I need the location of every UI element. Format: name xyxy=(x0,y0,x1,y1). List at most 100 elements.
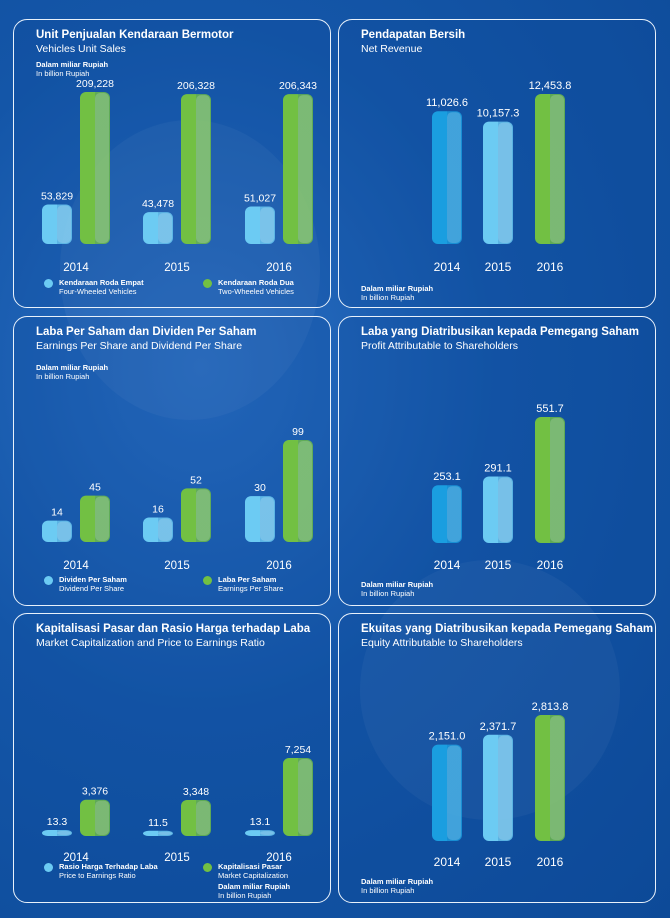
unit-note-id: Dalam miliar Rupiah xyxy=(361,877,434,886)
bar-2015-highlight xyxy=(498,735,512,840)
unit-note-id: Dalam miliar Rupiah xyxy=(361,580,434,589)
vehicle-sales-chart: 53,829 43,478 51,027 209,228 206,328 206,343 2… xyxy=(41,78,317,274)
bar-Kapitalisasi Pasar-2015-highlight xyxy=(196,801,210,835)
data-label: 99 xyxy=(292,426,304,438)
panel-subtitle: Earnings Per Share and Dividend Per Shar… xyxy=(36,340,243,352)
bar-Kendaraan Roda Dua-2014-highlight xyxy=(95,93,109,243)
data-label: 52 xyxy=(190,474,202,486)
tick-label: 2014 xyxy=(434,558,461,572)
bar-Kendaraan Roda Empat-2015-highlight xyxy=(158,213,172,243)
panel-title: Unit Penjualan Kendaraan Bermotor xyxy=(36,29,234,41)
bar-Kendaraan Roda Empat-2015 xyxy=(143,212,173,244)
tick-label: 2016 xyxy=(266,852,292,864)
bar-Rasio Harga Terhadap Laba-2014 xyxy=(42,830,72,836)
unit-note: Dalam miliar Rupiah In billion Rupiah xyxy=(218,882,290,900)
panel-eps-dps: Laba Per Saham dan Dividen Per Saham Ear… xyxy=(13,316,331,606)
tick-label: 2016 xyxy=(537,260,564,274)
legend-label-en: Earnings Per Share xyxy=(218,584,284,593)
bar-2016 xyxy=(535,94,565,244)
bar-2016-highlight xyxy=(550,95,564,243)
tick-label: 2016 xyxy=(537,855,564,869)
data-label: 13.3 xyxy=(47,816,68,828)
data-label: 11,026.6 xyxy=(426,97,468,109)
panel-profit-attributable: Laba yang Diatribusikan kepada Pemegang … xyxy=(338,316,656,606)
bar-2014-highlight xyxy=(447,745,461,840)
bar-2014 xyxy=(432,485,462,543)
bar-Rasio Harga Terhadap Laba-2014-highlight xyxy=(57,831,71,835)
bar-Kendaraan Roda Dua-2016-highlight xyxy=(298,95,312,244)
data-label: 10,157.3 xyxy=(477,108,520,120)
tick-label: 2016 xyxy=(266,262,292,274)
data-label: 11.5 xyxy=(148,817,168,829)
eps-dps-chart: 14 16 30 45 52 99 2014 2015 2016 xyxy=(42,426,313,572)
bar-Rasio Harga Terhadap Laba-2016-highlight xyxy=(260,831,274,835)
data-label: 3,376 xyxy=(82,786,108,798)
data-label: 45 xyxy=(89,482,101,494)
data-label: 14 xyxy=(51,507,63,519)
unit-note-en: In billion Rupiah xyxy=(361,293,415,302)
bar-Rasio Harga Terhadap Laba-2015-highlight xyxy=(158,831,172,835)
bar-Rasio Harga Terhadap Laba-2016 xyxy=(245,830,275,836)
unit-note-en: In billion Rupiah xyxy=(361,886,415,895)
tick-label: 2014 xyxy=(63,560,89,572)
bar-2015 xyxy=(483,121,513,244)
panel-equity-attributable: Ekuitas yang Diatribusikan kepada Pemega… xyxy=(338,613,656,903)
bar-Kendaraan Roda Dua-2015-highlight xyxy=(196,95,210,243)
data-label: 209,228 xyxy=(76,78,114,90)
bar-Kendaraan Roda Empat-2014 xyxy=(42,204,72,244)
panel-market-cap: Kapitalisasi Pasar dan Rasio Harga terha… xyxy=(13,613,331,903)
bar-Dividen Per Saham-2014 xyxy=(42,520,72,542)
legend-label: Rasio Harga Terhadap Laba xyxy=(59,862,158,871)
bar-Laba Per Saham-2016-highlight xyxy=(298,441,312,541)
panel-title: Laba yang Diatribusikan kepada Pemegang … xyxy=(361,326,640,338)
data-label: 206,328 xyxy=(177,80,215,92)
market-cap-chart: 13.3 11.5 13.1 3,376 3,348 7,254 2014 2015 2016 xyxy=(42,744,313,864)
tick-label: 2015 xyxy=(164,560,190,572)
bar-2015-highlight xyxy=(498,122,512,243)
unit-note-id: Dalam miliar Rupiah xyxy=(36,60,109,69)
panel-subtitle: Equity Attributable to Shareholders xyxy=(361,637,523,649)
bar-2014-highlight xyxy=(447,486,461,542)
data-label: 43,478 xyxy=(142,198,174,210)
data-label: 16 xyxy=(152,504,164,516)
bar-Kendaraan Roda Dua-2014 xyxy=(80,92,110,244)
tick-label: 2015 xyxy=(485,558,512,572)
unit-note-en: In billion Rupiah xyxy=(36,69,90,78)
unit-note-en: In billion Rupiah xyxy=(218,891,272,900)
unit-note: Dalam miliar Rupiah In billion Rupiah xyxy=(36,60,108,78)
tick-label: 2015 xyxy=(485,260,512,274)
legend-label-en: Market Capitalization xyxy=(218,871,289,880)
legend-dot-icon xyxy=(203,576,212,585)
data-label: 291.1 xyxy=(484,463,512,475)
legend-label: Kapitalisasi Pasar xyxy=(218,862,283,871)
legend-label: Kendaraan Roda Empat xyxy=(59,278,144,287)
panel-vehicle-sales: Unit Penjualan Kendaraan Bermotor Vehicl… xyxy=(13,19,331,308)
data-label: 551.7 xyxy=(536,403,564,415)
bar-Kendaraan Roda Dua-2016 xyxy=(283,94,313,245)
bar-Kapitalisasi Pasar-2014 xyxy=(80,799,110,836)
unit-note: Dalam miliar Rupiah In billion Rupiah xyxy=(361,877,433,895)
tick-label: 2016 xyxy=(537,558,564,572)
data-label: 2,371.7 xyxy=(480,721,517,733)
equity-attributable-chart: 2,151.0 2014 2,371.7 2015 2,813.8 2016 xyxy=(429,701,569,869)
bar-Laba Per Saham-2014 xyxy=(80,495,110,542)
tick-label: 2014 xyxy=(434,855,461,869)
bar-Dividen Per Saham-2015 xyxy=(143,517,173,542)
data-label: 30 xyxy=(254,482,266,494)
panel-subtitle: Profit Attributable to Shareholders xyxy=(361,340,519,352)
tick-label: 2014 xyxy=(63,852,89,864)
profit-attributable-chart: 253.1 2014 291.1 2015 551.7 2016 xyxy=(432,403,565,572)
legend-dot-icon xyxy=(44,863,53,872)
bar-Kendaraan Roda Dua-2015 xyxy=(181,94,211,244)
legend-label: Laba Per Saham xyxy=(218,575,277,584)
bar-2014 xyxy=(432,744,462,841)
legend-label-en: Two-Wheeled Vehicles xyxy=(218,287,294,296)
bar-Laba Per Saham-2015-highlight xyxy=(196,489,210,541)
bar-Dividen Per Saham-2015-highlight xyxy=(158,518,172,541)
data-label: 2,151.0 xyxy=(429,731,466,743)
bar-2016-highlight xyxy=(550,418,564,542)
tick-label: 2015 xyxy=(164,262,190,274)
bar-Kendaraan Roda Empat-2016 xyxy=(245,206,275,244)
legend-label: Dividen Per Saham xyxy=(59,575,127,584)
bar-Kapitalisasi Pasar-2014-highlight xyxy=(95,800,109,835)
